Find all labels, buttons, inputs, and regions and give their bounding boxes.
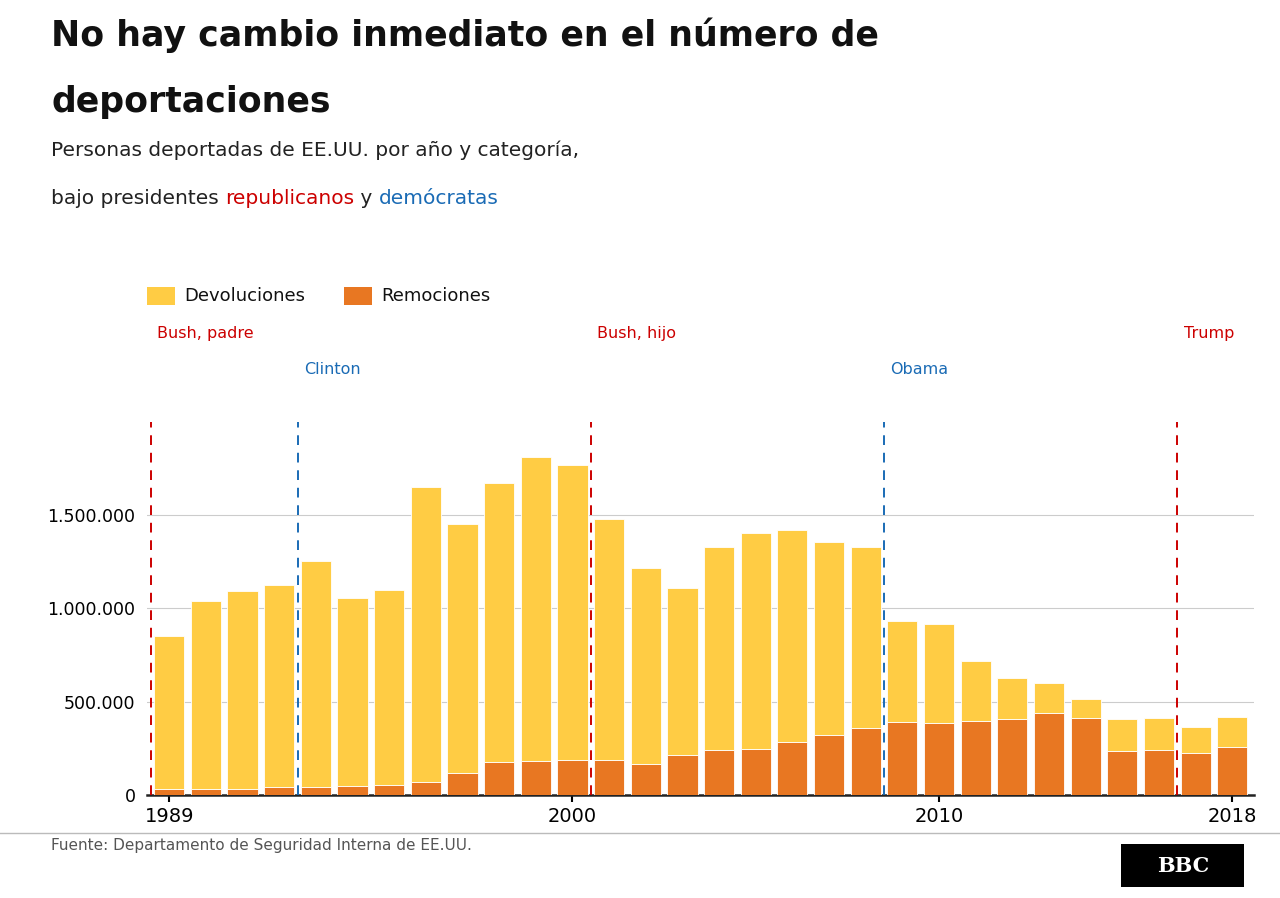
Bar <box>264 585 294 787</box>
Text: demócratas: demócratas <box>379 189 499 207</box>
Text: Trump: Trump <box>1184 326 1234 341</box>
Bar <box>924 723 954 795</box>
Bar <box>741 749 771 795</box>
Bar <box>594 760 625 795</box>
Text: No hay cambio inmediato en el número de: No hay cambio inmediato en el número de <box>51 18 879 54</box>
Bar <box>704 750 735 795</box>
Text: Personas deportadas de EE.UU. por año y categoría,: Personas deportadas de EE.UU. por año y … <box>51 141 580 161</box>
Bar <box>887 721 918 795</box>
Text: Fuente: Departamento de Seguridad Interna de EE.UU.: Fuente: Departamento de Seguridad Intern… <box>51 838 472 853</box>
Bar <box>667 587 698 755</box>
Bar <box>1034 713 1064 795</box>
Bar <box>484 762 515 795</box>
Bar <box>484 483 515 762</box>
Bar <box>191 789 221 795</box>
Bar <box>631 568 660 764</box>
Text: BBC: BBC <box>1157 856 1208 876</box>
Text: Bush, hijo: Bush, hijo <box>598 326 676 341</box>
Bar <box>1180 753 1211 795</box>
Bar <box>558 760 588 795</box>
Bar <box>961 721 991 795</box>
Bar <box>997 718 1028 795</box>
Bar <box>851 547 881 727</box>
Bar <box>228 591 257 788</box>
Bar <box>1107 751 1138 795</box>
Bar <box>1217 718 1248 747</box>
Bar <box>704 547 735 750</box>
Bar <box>521 761 550 795</box>
Bar <box>338 598 367 787</box>
Bar <box>411 488 440 782</box>
Text: bajo presidentes: bajo presidentes <box>51 189 225 207</box>
Bar <box>228 788 257 795</box>
Bar <box>154 637 184 789</box>
Bar <box>264 787 294 795</box>
Text: Bush, padre: Bush, padre <box>157 326 253 341</box>
Text: Obama: Obama <box>891 362 948 377</box>
Bar <box>301 561 330 787</box>
Bar <box>631 764 660 795</box>
Text: republicanos: republicanos <box>225 189 355 207</box>
Bar <box>997 677 1028 718</box>
Text: Clinton: Clinton <box>303 362 361 377</box>
Text: Devoluciones: Devoluciones <box>184 287 306 305</box>
Text: deportaciones: deportaciones <box>51 85 330 119</box>
Bar <box>887 621 918 721</box>
Bar <box>667 755 698 795</box>
Bar <box>1107 719 1138 751</box>
Bar <box>594 519 625 760</box>
Bar <box>374 590 404 786</box>
Bar <box>1144 750 1174 795</box>
Bar <box>777 743 808 795</box>
Bar <box>814 541 844 735</box>
Bar <box>1071 699 1101 718</box>
Bar <box>374 786 404 795</box>
Bar <box>924 624 954 723</box>
Bar <box>1144 718 1174 750</box>
Bar <box>1180 726 1211 753</box>
Bar <box>338 787 367 795</box>
Bar <box>961 661 991 721</box>
Bar <box>154 789 184 795</box>
Bar <box>814 735 844 795</box>
Bar <box>191 601 221 789</box>
Bar <box>851 727 881 795</box>
Bar <box>1034 683 1064 713</box>
Bar <box>521 457 550 761</box>
Bar <box>1071 718 1101 795</box>
Bar <box>777 530 808 743</box>
Bar <box>558 465 588 760</box>
Bar <box>1217 747 1248 795</box>
Bar <box>301 787 330 795</box>
Bar <box>741 533 771 749</box>
Text: Remociones: Remociones <box>381 287 490 305</box>
Bar <box>448 773 477 795</box>
Bar <box>411 782 440 795</box>
Bar <box>448 524 477 773</box>
Text: y: y <box>355 189 379 207</box>
